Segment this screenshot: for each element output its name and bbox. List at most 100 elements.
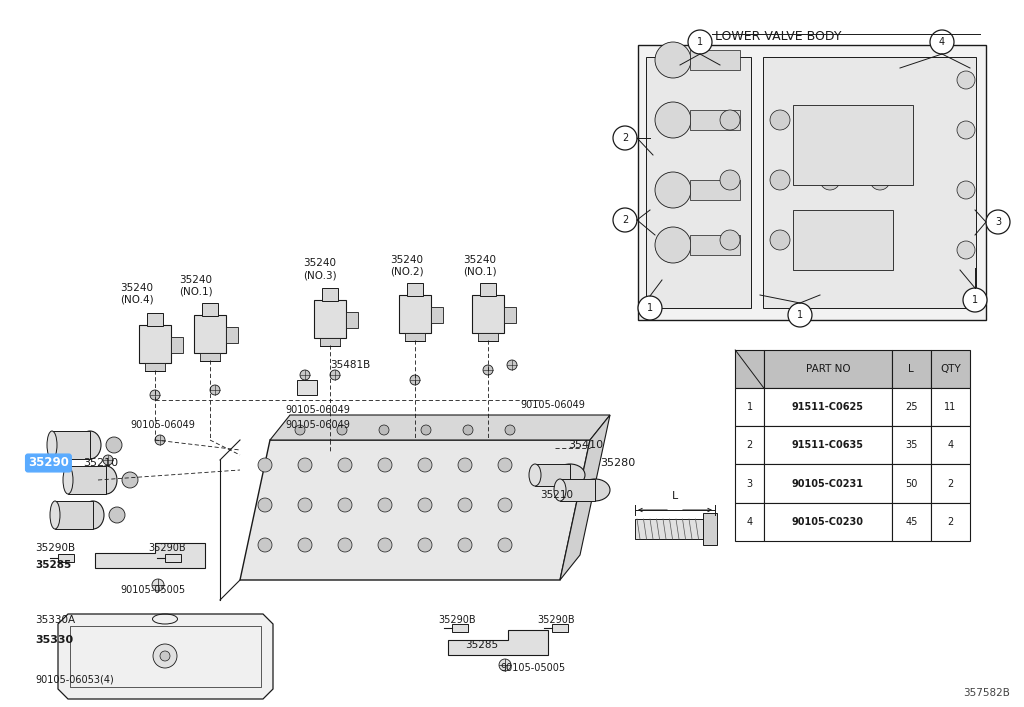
Text: 35330A: 35330A xyxy=(35,615,75,625)
Text: 1: 1 xyxy=(647,303,653,313)
Text: 35290B: 35290B xyxy=(148,543,185,553)
Ellipse shape xyxy=(554,479,566,501)
Circle shape xyxy=(379,425,389,435)
Circle shape xyxy=(499,659,511,671)
Circle shape xyxy=(820,170,840,190)
Circle shape xyxy=(378,498,392,512)
Circle shape xyxy=(152,579,164,591)
Text: 91511-C0635: 91511-C0635 xyxy=(792,440,864,450)
Circle shape xyxy=(957,181,975,199)
Circle shape xyxy=(505,425,515,435)
Text: 2: 2 xyxy=(622,133,628,143)
Circle shape xyxy=(655,102,691,138)
Circle shape xyxy=(770,230,790,250)
Text: 35290B: 35290B xyxy=(537,615,574,625)
Text: LOWER VALVE BODY: LOWER VALVE BODY xyxy=(715,30,842,43)
Text: 35280: 35280 xyxy=(600,458,635,468)
Text: 90105-05005: 90105-05005 xyxy=(120,585,185,595)
Circle shape xyxy=(150,390,160,400)
Text: 3: 3 xyxy=(746,479,753,489)
Circle shape xyxy=(483,365,493,375)
Text: 35330: 35330 xyxy=(35,635,73,645)
Ellipse shape xyxy=(82,501,104,529)
Bar xyxy=(552,624,568,632)
Text: 35240
(NO.1): 35240 (NO.1) xyxy=(179,276,213,297)
Text: 35240
(NO.4): 35240 (NO.4) xyxy=(120,284,154,305)
Circle shape xyxy=(655,227,691,263)
Text: PART NO: PART NO xyxy=(806,364,850,374)
Bar xyxy=(52,431,90,459)
Ellipse shape xyxy=(529,464,541,486)
Text: 4: 4 xyxy=(939,37,945,47)
Bar xyxy=(892,503,931,541)
Circle shape xyxy=(258,538,272,552)
Bar xyxy=(931,388,970,426)
Circle shape xyxy=(613,208,637,232)
Bar xyxy=(764,388,892,426)
Circle shape xyxy=(957,241,975,259)
Ellipse shape xyxy=(50,501,60,529)
Ellipse shape xyxy=(79,431,101,459)
Circle shape xyxy=(295,425,305,435)
Circle shape xyxy=(957,121,975,139)
Bar xyxy=(452,624,468,632)
Bar xyxy=(297,380,317,395)
Bar xyxy=(70,626,261,687)
Circle shape xyxy=(298,458,312,472)
Circle shape xyxy=(418,538,432,552)
Bar xyxy=(165,554,181,562)
Text: 3: 3 xyxy=(995,217,1001,227)
Text: QTY: QTY xyxy=(940,364,961,374)
Ellipse shape xyxy=(95,466,117,494)
Polygon shape xyxy=(58,614,273,699)
Text: 4: 4 xyxy=(746,517,753,527)
Text: 90105-05005: 90105-05005 xyxy=(500,663,565,673)
Text: 1: 1 xyxy=(797,310,803,320)
Bar xyxy=(690,110,740,130)
Text: 35285: 35285 xyxy=(35,560,72,570)
Text: 90105-C0230: 90105-C0230 xyxy=(792,517,864,527)
Circle shape xyxy=(337,425,347,435)
Bar xyxy=(171,337,183,353)
Circle shape xyxy=(410,375,420,385)
Circle shape xyxy=(458,538,472,552)
Circle shape xyxy=(688,30,712,54)
Text: 90105-06049: 90105-06049 xyxy=(285,405,350,415)
Text: 35290B: 35290B xyxy=(438,615,475,625)
Circle shape xyxy=(770,170,790,190)
Circle shape xyxy=(458,458,472,472)
Ellipse shape xyxy=(63,466,73,494)
Bar xyxy=(892,388,931,426)
Bar xyxy=(931,503,970,541)
Circle shape xyxy=(418,458,432,472)
Bar xyxy=(314,300,346,338)
Bar xyxy=(690,180,740,200)
Bar xyxy=(735,464,764,503)
Bar xyxy=(200,353,220,361)
Text: 90105-06053(4): 90105-06053(4) xyxy=(35,675,114,685)
Circle shape xyxy=(298,498,312,512)
Circle shape xyxy=(338,498,352,512)
Text: 2: 2 xyxy=(622,215,628,225)
Bar xyxy=(147,313,163,326)
Text: 35: 35 xyxy=(905,440,918,450)
Bar xyxy=(793,210,893,270)
Bar xyxy=(480,283,496,296)
Polygon shape xyxy=(560,415,610,580)
Text: 2: 2 xyxy=(947,479,953,489)
Circle shape xyxy=(418,498,432,512)
Bar xyxy=(406,333,425,341)
Bar xyxy=(931,464,970,503)
Circle shape xyxy=(507,360,517,370)
Text: 45: 45 xyxy=(905,517,918,527)
Bar xyxy=(322,288,338,301)
Bar xyxy=(638,45,986,320)
Polygon shape xyxy=(240,440,590,580)
Circle shape xyxy=(870,170,890,190)
Bar xyxy=(504,307,516,323)
Bar xyxy=(646,57,751,308)
Bar xyxy=(226,327,238,343)
Circle shape xyxy=(986,210,1010,234)
Bar xyxy=(931,426,970,464)
Ellipse shape xyxy=(555,464,585,486)
